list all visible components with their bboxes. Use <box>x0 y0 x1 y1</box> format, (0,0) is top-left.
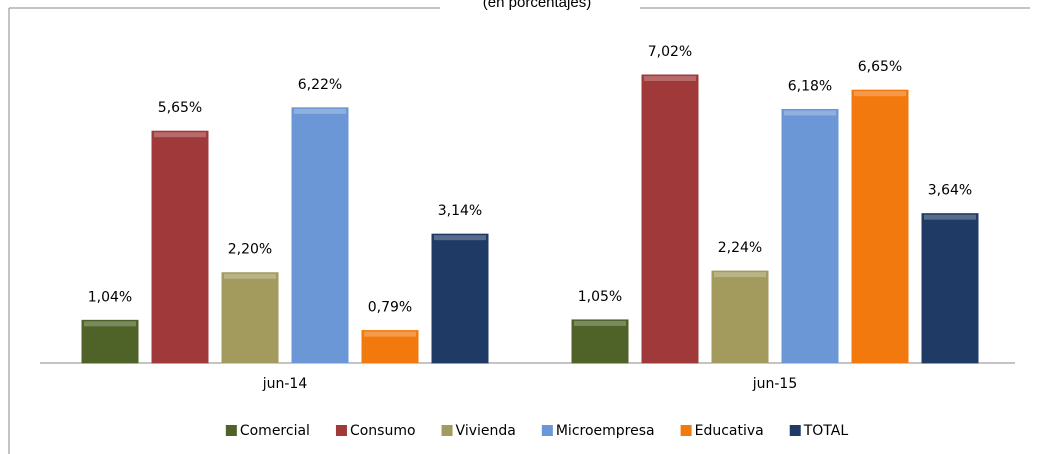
chart-subtitle: (en porcentajes) <box>483 0 591 11</box>
bar-bevel <box>224 273 276 279</box>
data-label: 3,14% <box>438 203 482 219</box>
data-label: 6,65% <box>858 59 902 75</box>
legend-swatch <box>335 425 347 436</box>
legend-label: TOTAL <box>803 423 849 439</box>
title-backdrop <box>440 0 640 10</box>
legend-swatch <box>541 425 553 436</box>
data-label: 3,64% <box>928 183 972 199</box>
legend-label: Consumo <box>350 423 416 439</box>
bar-bevel <box>784 110 836 116</box>
bar-bevel <box>854 91 906 97</box>
bar-bevel <box>154 132 206 138</box>
data-label: 1,04% <box>88 289 132 305</box>
bar-bevel <box>294 108 346 114</box>
legend-label: Microempresa <box>556 423 655 439</box>
x-tick-label: jun-15 <box>752 376 798 392</box>
bar <box>431 233 489 364</box>
legend-label: Educativa <box>695 423 764 439</box>
data-label: 7,02% <box>648 44 692 60</box>
bar <box>781 108 839 364</box>
legend-swatch <box>441 425 453 436</box>
data-label: 6,18% <box>788 78 832 94</box>
bar-bevel <box>364 331 416 337</box>
bar-bevel <box>84 321 136 327</box>
bar <box>711 270 769 364</box>
legend-swatch <box>680 425 692 436</box>
bar-bevel <box>574 320 626 326</box>
bar <box>921 213 979 364</box>
legend-label: Vivienda <box>456 423 516 439</box>
bar-bevel <box>924 214 976 220</box>
data-label: 2,20% <box>228 242 272 258</box>
data-label: 0,79% <box>368 300 412 316</box>
bar <box>151 130 209 364</box>
x-tick-label: jun-14 <box>262 376 308 392</box>
legend-swatch <box>789 425 801 436</box>
legend-swatch <box>225 425 237 436</box>
bar <box>571 319 629 364</box>
data-label: 2,24% <box>718 240 762 256</box>
bar <box>221 272 279 364</box>
bar <box>81 319 139 364</box>
data-label: 1,05% <box>578 289 622 305</box>
data-label: 5,65% <box>158 100 202 116</box>
bar <box>291 107 349 364</box>
bar-bevel <box>644 76 696 81</box>
data-label: 6,22% <box>298 77 342 93</box>
bar-bevel <box>714 272 766 278</box>
bar <box>851 89 909 364</box>
bar <box>641 74 699 364</box>
bar-bevel <box>434 235 486 241</box>
bar <box>361 330 419 364</box>
legend-label: Comercial <box>240 423 310 439</box>
